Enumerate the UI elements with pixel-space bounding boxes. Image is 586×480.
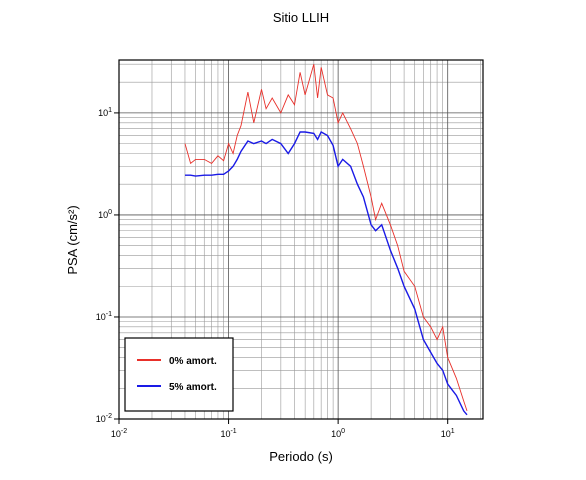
series-line [184,64,468,412]
tick-label: 100 [98,209,112,220]
x-axis-label: Periodo (s) [269,449,333,464]
tick-label: 10-2 [111,428,127,439]
series-line [185,131,468,416]
tick-exponent: -1 [106,311,112,318]
chart-title: Sitio LLIH [273,10,329,25]
tick-label: 10-1 [220,428,236,439]
tick-exponent: 1 [451,428,455,435]
tick-exponent: -2 [106,413,112,420]
tick-label: 10-1 [96,311,112,322]
legend-label: 0% amort. [169,356,217,367]
tick-label: 101 [98,107,112,118]
tick-exponent: 1 [108,107,112,114]
tick-base: 10 [441,429,451,439]
tick-base: 10 [331,429,341,439]
tick-label: 10-2 [96,413,112,424]
legend-box [124,337,234,412]
tick-base: 10 [111,429,121,439]
tick-exponent: 0 [341,428,345,435]
legend-label: 5% amort. [169,382,217,393]
plot-frame [118,59,484,420]
tick-label: 100 [331,428,345,439]
tick-exponent: -2 [121,428,127,435]
tick-base: 10 [96,414,106,424]
tick-label: 101 [441,428,455,439]
tick-base: 10 [98,210,108,220]
tick-exponent: -1 [230,428,236,435]
tick-base: 10 [98,108,108,118]
tick-base: 10 [96,312,106,322]
tick-exponent: 0 [108,209,112,216]
y-axis-label: PSA (cm/s²) [65,205,80,274]
tick-base: 10 [220,429,230,439]
